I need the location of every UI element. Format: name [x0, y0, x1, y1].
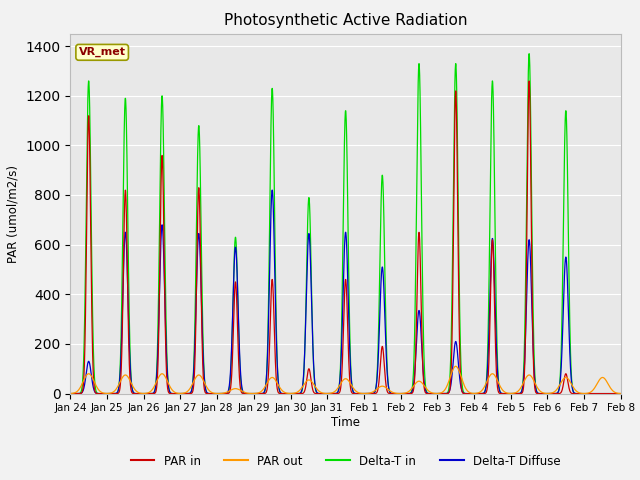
Delta-T Diffuse — [67, 391, 74, 396]
Delta-T Diffuse — [162, 334, 170, 339]
PAR in — [547, 391, 555, 396]
PAR in — [525, 78, 533, 84]
PAR out — [67, 391, 74, 396]
PAR in — [162, 349, 170, 355]
PAR out — [129, 384, 137, 390]
PAR out — [547, 390, 555, 396]
Line: Delta-T Diffuse: Delta-T Diffuse — [70, 190, 621, 394]
PAR in — [607, 391, 614, 396]
Text: VR_met: VR_met — [79, 47, 125, 58]
X-axis label: Time: Time — [331, 416, 360, 429]
Delta-T Diffuse — [547, 391, 555, 396]
PAR in — [617, 391, 625, 396]
Legend: PAR in, PAR out, Delta-T in, Delta-T Diffuse: PAR in, PAR out, Delta-T in, Delta-T Dif… — [126, 450, 565, 472]
Delta-T in — [607, 391, 614, 396]
Delta-T in — [617, 391, 625, 396]
Delta-T in — [547, 391, 555, 396]
Delta-T Diffuse — [129, 389, 137, 395]
PAR in — [67, 391, 74, 396]
Delta-T in — [525, 51, 533, 57]
PAR out — [301, 380, 309, 385]
PAR in — [580, 391, 588, 396]
Delta-T in — [129, 389, 137, 395]
PAR in — [129, 391, 137, 396]
PAR out — [213, 391, 221, 396]
Delta-T in — [580, 391, 588, 396]
Delta-T Diffuse — [607, 391, 614, 396]
Line: PAR in: PAR in — [70, 81, 621, 394]
PAR in — [301, 385, 309, 391]
PAR in — [278, 391, 285, 396]
PAR out — [452, 363, 460, 369]
Delta-T Diffuse — [617, 391, 625, 396]
Line: Delta-T in: Delta-T in — [70, 54, 621, 394]
Y-axis label: PAR (umol/m2/s): PAR (umol/m2/s) — [7, 165, 20, 263]
Delta-T in — [162, 306, 170, 312]
PAR out — [617, 391, 625, 396]
Delta-T in — [67, 391, 74, 396]
PAR out — [278, 387, 285, 393]
Delta-T Diffuse — [268, 187, 276, 193]
Delta-T Diffuse — [278, 391, 285, 396]
Title: Photosynthetic Active Radiation: Photosynthetic Active Radiation — [224, 13, 467, 28]
Delta-T Diffuse — [580, 391, 588, 396]
Line: PAR out: PAR out — [70, 366, 621, 394]
PAR out — [162, 375, 170, 381]
Delta-T in — [301, 328, 309, 334]
PAR out — [607, 385, 614, 391]
Delta-T in — [278, 391, 285, 396]
Delta-T Diffuse — [301, 324, 309, 330]
